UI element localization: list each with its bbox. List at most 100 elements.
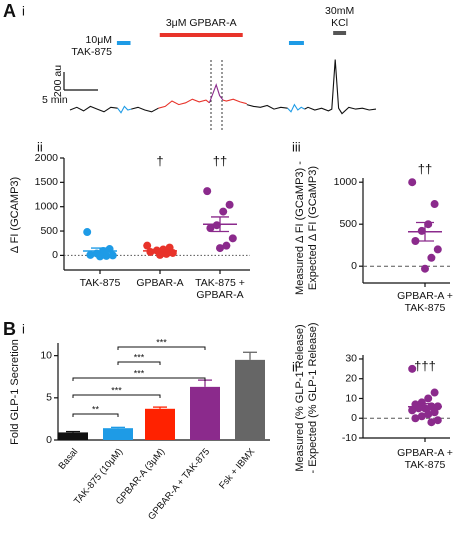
data-point <box>408 364 417 373</box>
significance-label: † <box>156 153 163 168</box>
y-tick-label: 5 <box>46 392 52 404</box>
panel-sub: iii <box>292 139 301 154</box>
y-tick-label: 0 <box>351 260 357 272</box>
category-label-box: TAK-875 + GPBAR-A <box>195 277 245 301</box>
data-point <box>427 253 436 262</box>
trace-line <box>69 105 118 113</box>
trace-line <box>246 104 288 110</box>
y-tick-label: 10 <box>40 349 52 361</box>
stimulus-label: 30mM <box>325 5 354 17</box>
data-point <box>228 234 237 243</box>
panel-sub: ii <box>292 359 298 374</box>
y-tick-label: 1000 <box>35 200 59 212</box>
category-label-box: GPBAR-A + TAK-875 <box>397 290 453 314</box>
bar <box>58 432 88 440</box>
data-point <box>411 414 420 423</box>
significance-bracket <box>117 346 206 350</box>
data-point <box>206 224 215 233</box>
y-axis-label: Expected Δ FI (GCaMP3) <box>307 166 319 290</box>
trace-line <box>304 59 377 115</box>
panel-letter: B <box>3 319 16 339</box>
y-tick-label: 2000 <box>35 152 59 164</box>
stimulus-label: TAK-875 <box>71 46 112 58</box>
data-point <box>417 398 426 407</box>
data-point <box>427 418 436 427</box>
y-axis-label: Fold GLP-1 Secretion <box>9 339 21 445</box>
y-axis-label: - Expected (% GLP-1 Release) <box>307 322 319 473</box>
significance-label: *** <box>134 368 145 378</box>
data-point <box>430 200 439 209</box>
category-label-box: GPBAR-A <box>136 277 184 289</box>
category-label: GPBAR-A <box>136 277 184 289</box>
significance-label: *** <box>134 352 145 362</box>
data-point <box>225 200 234 209</box>
trace-line <box>208 83 224 103</box>
category-label: TAK-875 <box>79 277 121 289</box>
x-tick-label: Fsk + IBMX <box>217 446 258 491</box>
data-point <box>219 207 228 216</box>
y-tick-label: -10 <box>342 432 357 444</box>
significance-bracket <box>72 394 161 398</box>
significance-label: †† <box>213 153 227 168</box>
significance-bracket <box>117 361 161 365</box>
y-tick-label: 20 <box>345 372 357 384</box>
data-point <box>86 250 95 259</box>
panel-sub: i <box>22 3 25 18</box>
data-point <box>143 241 152 250</box>
scale-label-x: 5 min <box>42 94 68 106</box>
category-label: TAK-875 + GPBAR-A <box>195 277 245 301</box>
trace-line <box>222 98 247 105</box>
y-tick-label: 1000 <box>334 176 358 188</box>
bar <box>235 359 265 440</box>
stimulus-label: KCl <box>331 17 348 29</box>
significance-label: *** <box>156 337 167 347</box>
trace-line <box>287 103 305 113</box>
data-point <box>408 406 417 415</box>
data-point <box>424 394 433 403</box>
y-tick-label: 0 <box>351 412 357 424</box>
stimulus-label: 3μM GPBAR-A <box>166 17 237 29</box>
y-axis-label: Δ FI (GCAMP3) <box>9 177 21 253</box>
data-point <box>417 226 426 235</box>
data-point <box>83 228 92 237</box>
significance-label: ** <box>92 404 100 414</box>
y-tick-label: 30 <box>345 353 357 365</box>
y-tick-label: 0 <box>52 249 58 261</box>
data-point <box>216 244 224 253</box>
trace-line <box>117 105 132 114</box>
y-tick-label: 10 <box>345 392 357 404</box>
significance-label: †† <box>418 161 432 176</box>
y-tick-label: 500 <box>339 218 357 230</box>
y-tick-label: 0 <box>46 434 52 446</box>
stimulus-label: 10μM <box>86 34 112 46</box>
panel-letter: A <box>3 1 16 21</box>
data-point <box>408 178 417 187</box>
category-label-box: TAK-875 <box>79 277 121 289</box>
stimulus-bar <box>333 31 347 35</box>
data-point <box>411 237 420 245</box>
panel-sub: i <box>22 321 25 336</box>
data-point <box>108 251 117 260</box>
data-point <box>433 416 442 425</box>
data-point <box>222 241 231 250</box>
bar <box>103 428 133 440</box>
scale-label-y: 200 au <box>52 65 64 97</box>
data-point <box>417 412 426 421</box>
stimulus-bar <box>159 33 243 37</box>
trace-line <box>131 106 159 113</box>
significance-label: ††† <box>414 358 436 373</box>
y-axis-label: Measured Δ FI (GCaMP3) - <box>294 161 306 295</box>
y-axis-label: Measured (% GLP-1 Release) <box>294 324 306 471</box>
significance-label: *** <box>111 385 122 395</box>
x-tick-label: Basal <box>57 446 81 471</box>
panel-sub: ii <box>37 139 43 154</box>
stimulus-bar <box>116 41 131 45</box>
bar <box>145 408 175 440</box>
data-point <box>421 264 429 273</box>
significance-bracket <box>72 377 206 381</box>
data-point <box>203 187 212 196</box>
trace-line <box>158 98 210 109</box>
significance-bracket <box>72 413 119 417</box>
data-point <box>156 250 164 259</box>
